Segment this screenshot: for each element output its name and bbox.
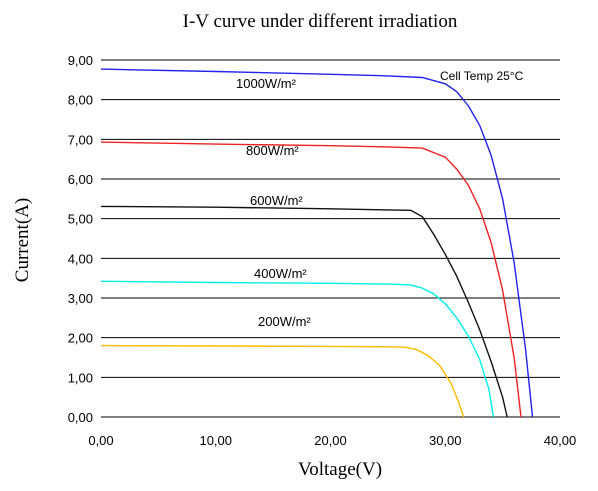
series-line bbox=[100, 280, 495, 418]
series-label: 400W/m² bbox=[254, 266, 307, 281]
chart-title: I-V curve under different irradiation bbox=[183, 11, 458, 32]
y-tick-label: 2,00 bbox=[68, 331, 93, 346]
y-tick-label: 5,00 bbox=[68, 212, 93, 227]
series-labels: 1000W/m² 800W/m² 600W/m² 400W/m² 200W/m² bbox=[236, 76, 311, 329]
x-tick-label: 10,00 bbox=[199, 433, 232, 448]
y-tick-label: 0,00 bbox=[68, 410, 93, 425]
gridlines bbox=[101, 59, 560, 418]
series-label: 200W/m² bbox=[258, 314, 311, 329]
y-axis-label: Current(A) bbox=[12, 198, 33, 282]
series-label: 800W/m² bbox=[246, 143, 299, 158]
y-tick-label: 1,00 bbox=[68, 370, 93, 385]
y-tick-label: 6,00 bbox=[68, 172, 93, 187]
x-tick-label: 30,00 bbox=[429, 433, 462, 448]
series-line bbox=[100, 141, 522, 418]
x-tick-label: 40,00 bbox=[544, 433, 577, 448]
x-axis-ticks: 0,00 10,00 20,00 30,00 40,00 bbox=[88, 433, 576, 448]
x-axis-label: Voltage(V) bbox=[298, 459, 382, 480]
y-tick-label: 7,00 bbox=[68, 132, 93, 147]
x-tick-label: 0,00 bbox=[88, 433, 113, 448]
series-label: 1000W/m² bbox=[236, 76, 297, 91]
series-label: 600W/m² bbox=[250, 193, 303, 208]
curves bbox=[100, 68, 534, 418]
series-line bbox=[100, 68, 534, 418]
series-line bbox=[100, 205, 508, 418]
y-tick-label: 9,00 bbox=[68, 53, 93, 68]
series-line bbox=[100, 344, 465, 418]
y-tick-label: 8,00 bbox=[68, 93, 93, 108]
x-tick-label: 20,00 bbox=[314, 433, 347, 448]
y-tick-label: 4,00 bbox=[68, 251, 93, 266]
y-axis-ticks: 0,00 1,00 2,00 3,00 4,00 5,00 6,00 7,00 8,00 9,00 bbox=[68, 53, 93, 425]
cell-temp-annotation: Cell Temp 25°C bbox=[440, 69, 524, 83]
y-tick-label: 3,00 bbox=[68, 291, 93, 306]
